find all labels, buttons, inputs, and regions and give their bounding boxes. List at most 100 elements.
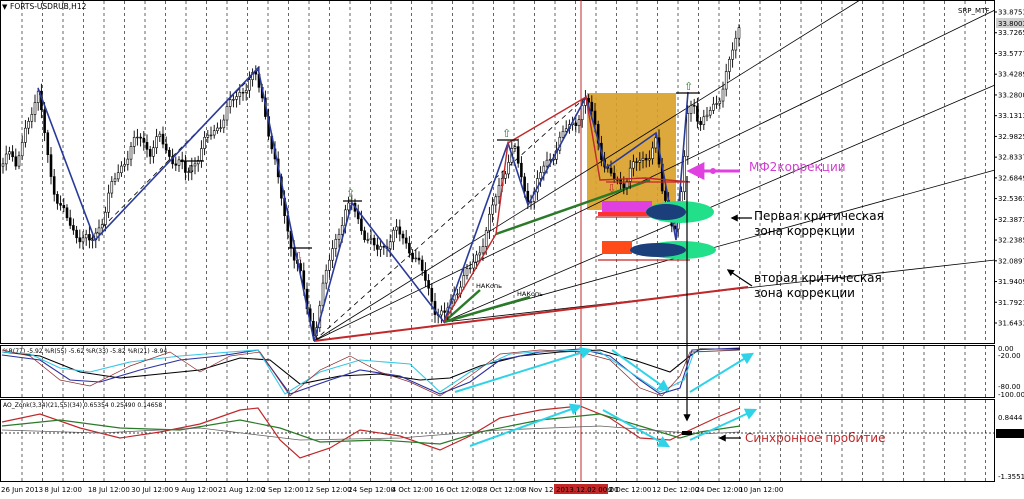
price-tick-label: 31.7921 [998, 299, 1024, 307]
candle-body [177, 159, 181, 166]
svg-text:⇩: ⇩ [186, 163, 195, 176]
candle-body [120, 165, 123, 174]
candle-body [382, 246, 386, 248]
price-tick-label: 32.8337 [998, 154, 1024, 162]
candle-body [328, 259, 331, 271]
candle-body [456, 293, 459, 296]
candle-body [484, 230, 488, 247]
ao-panel[interactable] [0, 399, 995, 482]
candle-body [491, 204, 494, 215]
candle-body [632, 161, 635, 169]
candle-body [696, 105, 699, 122]
osc-axis: 0.00 -20.00 -80.00 -100.00 [998, 345, 1024, 399]
candle-body [43, 109, 46, 134]
candle-body [609, 167, 613, 174]
accumulation-lines [443, 178, 651, 324]
time-tick-label: 8 Jul 12:00 [44, 486, 82, 494]
candle-body [324, 270, 328, 284]
oscillator-arrows [454, 347, 755, 393]
candle-body [161, 133, 165, 145]
candle-body [340, 225, 344, 235]
candle-body [379, 246, 382, 250]
candle-body [104, 211, 107, 225]
candle-body [219, 127, 222, 129]
candle-body [216, 127, 219, 131]
candle-body [62, 204, 66, 209]
ao-arrows [469, 403, 758, 448]
price-tick-label: 33.7265 [998, 29, 1024, 37]
candle-body [17, 155, 21, 167]
candle-body [664, 190, 667, 201]
candle-body [52, 176, 56, 195]
time-tick-label: 21 Aug 12:00 [218, 486, 265, 494]
annotation-accum-1: НАКопь [476, 282, 502, 290]
candle-body [136, 136, 139, 139]
candle-body [526, 190, 530, 203]
candle-body [721, 88, 725, 102]
ao-tick-2: -1.3551 [998, 473, 1024, 481]
time-tick-label: 24 Dec 12:00 [696, 486, 743, 494]
candle-body [724, 71, 728, 90]
candle-body [84, 234, 88, 239]
current-price-box [996, 18, 1024, 28]
svg-text:⇩: ⇩ [294, 250, 303, 263]
candle-body [190, 165, 194, 173]
candle-body [200, 148, 203, 161]
candle-body [577, 119, 581, 127]
candle-body [30, 114, 34, 122]
price-tick-label: 32.0897 [998, 257, 1024, 265]
candle-body [97, 227, 101, 234]
signal-arrows: ⇩ ⇩ ⇧ ⇧ ⇧ ⇩ [186, 80, 693, 263]
base-trend-line [313, 286, 749, 342]
candle-body [238, 92, 242, 97]
candle-body [152, 147, 155, 157]
oscillator-panel[interactable] [0, 345, 995, 398]
candle-body [36, 90, 40, 103]
candle-body [14, 156, 18, 167]
candle-body [516, 146, 520, 164]
price-tick-label: 32.6849 [998, 174, 1024, 182]
candle-body [638, 160, 642, 163]
highlighted-date-box [554, 484, 608, 494]
ao-tick-1: 0.0000 [998, 430, 1023, 438]
mf2-dot [710, 168, 716, 174]
orange-zone-bar [602, 241, 632, 254]
time-tick-label: 24 Sep 12:00 [348, 486, 395, 494]
candle-body [440, 310, 443, 316]
price-tick-label: 33.4289 [998, 71, 1024, 79]
candle-body [520, 162, 523, 178]
candle-body [209, 134, 213, 137]
candle-body [8, 151, 11, 155]
candle-body [734, 37, 738, 51]
candle-body [430, 287, 434, 302]
svg-text:⇧: ⇧ [684, 80, 693, 93]
candle-body [228, 99, 232, 107]
candle-body [443, 310, 446, 313]
annotation-accum-2: НАКопь [517, 290, 543, 298]
candle-body [411, 252, 414, 260]
candle-body [33, 102, 37, 115]
candle-body [644, 157, 648, 161]
candle-body [113, 178, 117, 182]
candle-body [110, 181, 114, 194]
candle-body [465, 268, 469, 276]
candle-body [369, 237, 373, 240]
title-arrow-icon[interactable]: ▼ [2, 3, 8, 11]
annotation-second-zone-1: вторая критическая [754, 271, 882, 285]
candle-body [107, 192, 110, 213]
candle-body [715, 103, 718, 105]
candle-body [395, 226, 398, 231]
candle-body [65, 207, 69, 219]
candle-body [11, 151, 14, 158]
candle-body [414, 257, 418, 260]
candle-body [564, 128, 568, 132]
candle-body [625, 180, 629, 189]
candle-body [129, 146, 133, 160]
candle-body [321, 282, 325, 307]
candle-body [523, 176, 526, 192]
oscillator-title: %R(77) -5.92 %R(55) -5.62 %R(33) -5.82 %… [3, 348, 167, 355]
candle-body [737, 27, 741, 39]
